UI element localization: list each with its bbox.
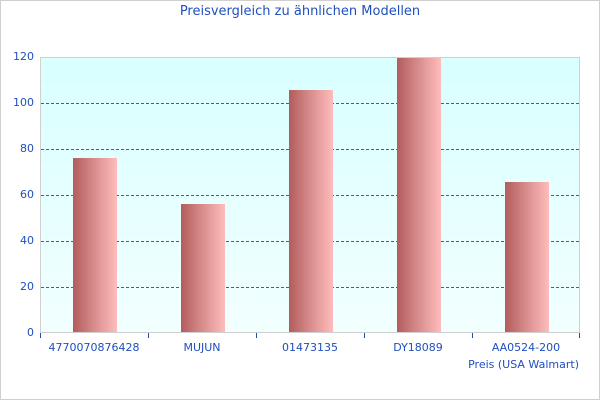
x-category-label: DY18089	[393, 341, 443, 354]
x-tick	[364, 333, 365, 338]
x-category-label: 4770070876428	[48, 341, 140, 354]
y-tick-label: 80	[20, 142, 34, 155]
y-tick-label: 0	[27, 326, 34, 339]
plot-area	[40, 57, 580, 333]
bar-mujun	[181, 204, 225, 332]
x-tick	[256, 333, 257, 338]
chart-title: Preisvergleich zu ähnlichen Modellen	[179, 4, 421, 19]
y-tick-label: 120	[13, 50, 34, 63]
y-tick-label: 20	[20, 280, 34, 293]
y-tick-label: 100	[13, 96, 34, 109]
bar-01473135	[289, 90, 333, 332]
y-tick-label: 60	[20, 188, 34, 201]
x-category-label: MUJUN	[183, 341, 221, 354]
x-tick	[472, 333, 473, 338]
bar-dy18089	[397, 58, 441, 332]
y-tick-label: 40	[20, 234, 34, 247]
x-axis-title: Preis (USA Walmart)	[468, 358, 579, 371]
bar-aa0524-200	[505, 182, 549, 332]
x-tick	[40, 333, 41, 338]
x-category-label: AA0524-200	[491, 341, 561, 354]
x-category-label: 01473135	[282, 341, 338, 354]
bar-4770070876428	[73, 158, 117, 332]
x-tick	[148, 333, 149, 338]
x-tick	[579, 333, 580, 338]
